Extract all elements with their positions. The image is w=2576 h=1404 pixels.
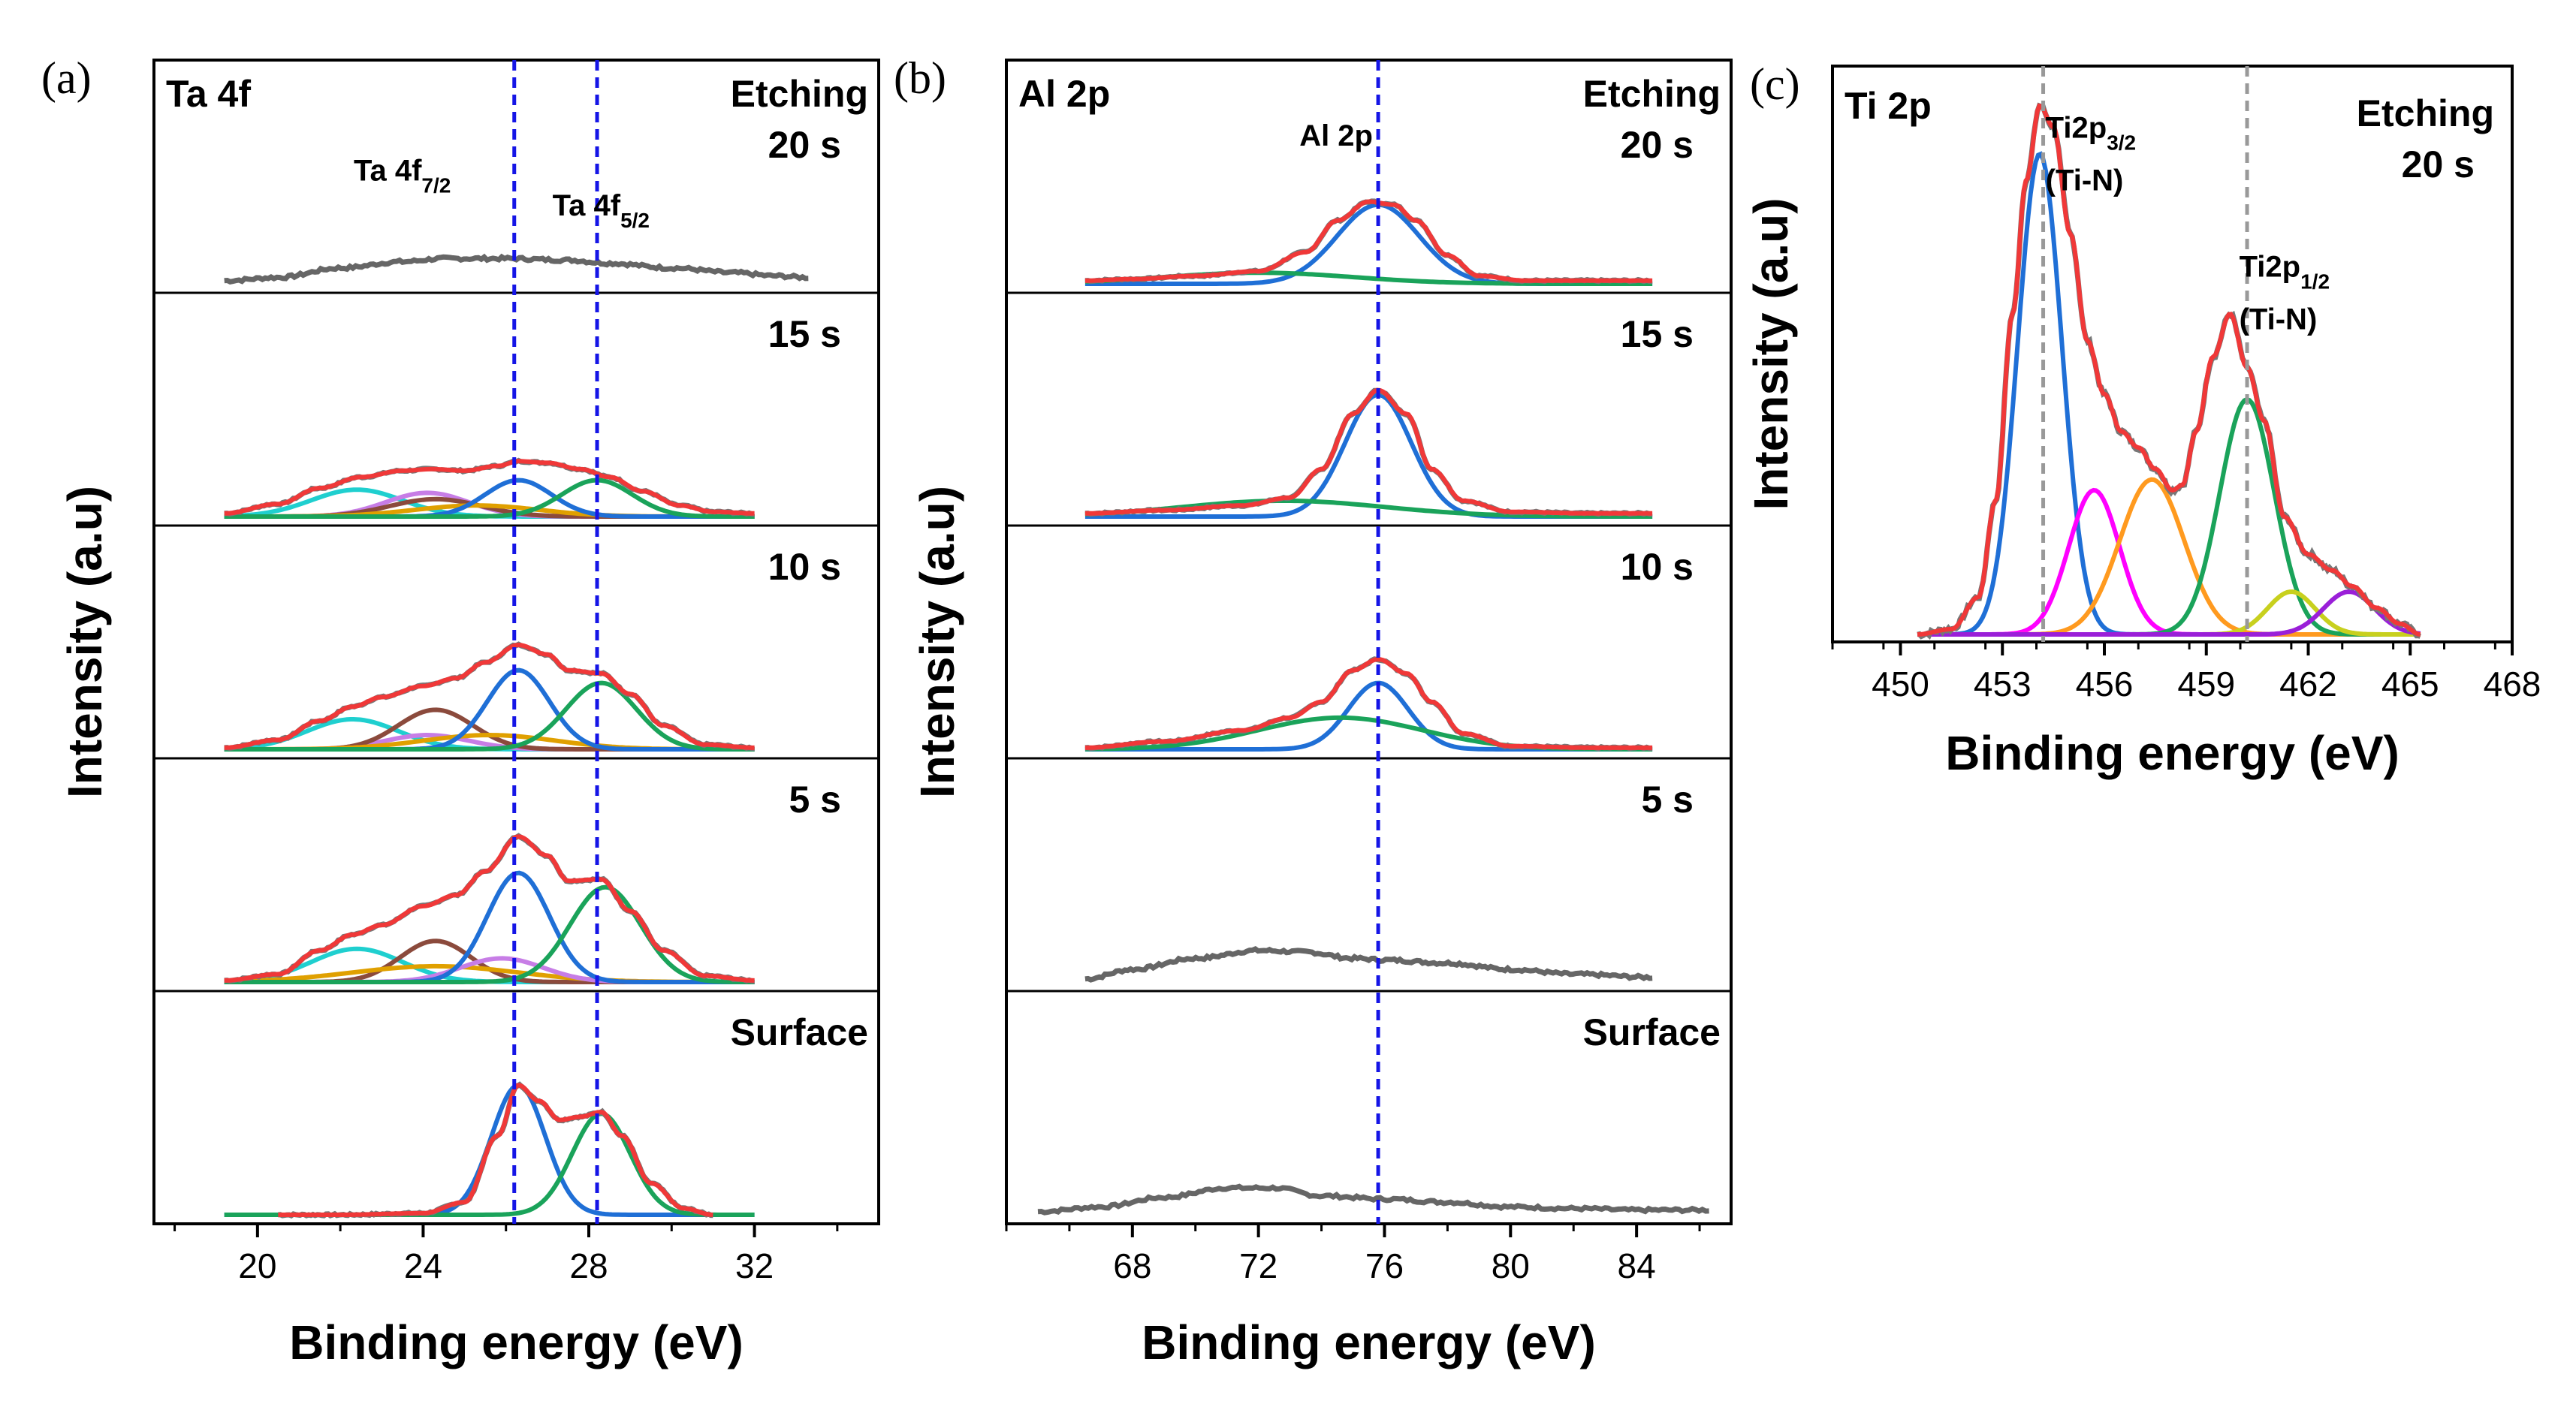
x-tick-label: 450	[1872, 664, 1929, 704]
etching-time-label: 5 s	[789, 779, 841, 821]
fit-peak-1	[224, 1111, 755, 1217]
plot-frame	[152, 59, 880, 1225]
etching-time-label: Surface	[1583, 1011, 1721, 1053]
etching-time-label: 5 s	[1641, 779, 1694, 821]
x-axis-title: Binding energy (eV)	[289, 1315, 744, 1369]
fit-peak-0	[1917, 151, 2421, 637]
fit-peak-4	[1917, 589, 2421, 637]
envelope-fit-line	[224, 459, 755, 516]
raw-data-line	[278, 1081, 713, 1219]
peak-label-1: Ta 4f5/2	[553, 189, 650, 232]
x-tick-label: 20	[238, 1246, 276, 1285]
panel-letter: (a)	[41, 53, 92, 103]
x-tick-label: 68	[1113, 1246, 1151, 1285]
peak-label-1-subscript: 1/2	[2300, 270, 2330, 293]
etching-time-label: 10 s	[1621, 546, 1694, 588]
panel-letter: (c)	[1750, 59, 1800, 109]
raw-data-line	[1084, 946, 1653, 983]
panel-c-ti2p: 450 453 456 459 462 465 468 Binding energy (eV)…	[1744, 59, 2541, 780]
peak-label-0: Ta 4f7/2	[354, 155, 451, 197]
subpanel-0: Etching 20 s	[1084, 73, 1721, 286]
plot-frame	[1831, 65, 2514, 643]
panel-title: Ti 2p	[1845, 85, 1932, 127]
subpanel-2: 10 s	[224, 546, 841, 752]
x-tick-label: 468	[2484, 664, 2541, 704]
raw-data-line	[1917, 102, 2421, 640]
x-tick-label: 453	[1974, 664, 2032, 704]
subpanel-0: Etching 20 s	[224, 73, 868, 285]
y-axis-title: Intensity (a.u)	[1744, 197, 1798, 510]
peak-label-0-subscript: 7/2	[421, 173, 451, 197]
x-tick-label: 456	[2076, 664, 2134, 704]
envelope-fit-line	[1084, 656, 1653, 750]
x-tick-label: 465	[2381, 664, 2439, 704]
plot-frame	[1005, 59, 1733, 1225]
subpanel-3: 5 s	[224, 779, 841, 984]
fit-peak-5	[224, 478, 755, 519]
envelope-fit-line	[224, 642, 755, 750]
fit-peak-0	[1084, 202, 1653, 286]
raw-data-line	[1037, 1183, 1709, 1216]
raw-data-line	[224, 253, 809, 285]
peak-label-assignment-0: (Ti-N)	[2046, 164, 2124, 197]
etching-time-label: 15 s	[768, 313, 841, 355]
etching-label: Etching	[1583, 73, 1721, 115]
peak-label-1: Ti2p1/2	[2240, 250, 2330, 293]
etching-label: Etching	[731, 73, 868, 115]
subpanel-3: 5 s	[1084, 779, 1694, 983]
envelope-fit-line	[278, 1083, 713, 1217]
x-tick-label: 84	[1618, 1246, 1656, 1285]
peak-label-1-subscript: 5/2	[620, 209, 650, 232]
fit-peak-5	[1917, 589, 2421, 637]
etching-time-label: Surface	[731, 1011, 868, 1053]
subpanel-4: Surface	[224, 1011, 868, 1219]
etching-time-label: 10 s	[768, 546, 841, 588]
x-tick-label: 462	[2279, 664, 2337, 704]
subpanel-1: 15 s	[224, 313, 841, 519]
panel-b-al2p: Etching 20 s 15 s 10 s 5 s Surface 68 72 76 80 84 B…	[894, 53, 1733, 1369]
panel-letter: (b)	[894, 53, 946, 103]
subpanel-4: Surface	[1037, 1011, 1721, 1216]
subpanel-1: 15 s	[1084, 313, 1694, 519]
x-tick-label: 24	[404, 1246, 442, 1285]
panel-title: Al 2p	[1018, 73, 1110, 115]
fit-peak-0	[1084, 392, 1653, 519]
peak-label-0: Al 2p	[1299, 119, 1373, 152]
raw-data-line	[1084, 387, 1653, 517]
raw-data-line	[1084, 198, 1653, 285]
envelope-fit-line	[224, 834, 755, 983]
x-tick-label: 32	[735, 1246, 774, 1285]
envelope-fit-line	[1084, 387, 1653, 516]
etching-time-label: 20 s	[768, 124, 841, 166]
panel-title: Ta 4f	[166, 73, 251, 115]
x-axis-title: Binding energy (eV)	[1945, 726, 2400, 780]
etching-label: Etching	[2357, 92, 2494, 134]
x-tick-label: 459	[2177, 664, 2235, 704]
fit-peak-5	[224, 680, 755, 752]
envelope-fit-line	[1917, 103, 2421, 637]
etching-time-label: 20 s	[2402, 143, 2475, 185]
subpanel-2: 10 s	[1084, 546, 1694, 752]
peak-label-0-subscript: 3/2	[2107, 131, 2136, 154]
x-tick-label: 80	[1492, 1246, 1530, 1285]
x-tick-label: 76	[1365, 1246, 1404, 1285]
envelope-fit-line	[1084, 199, 1653, 283]
peak-label-assignment-1: (Ti-N)	[2240, 303, 2318, 336]
etching-time-label: 20 s	[1621, 124, 1694, 166]
raw-data-line	[1084, 656, 1653, 752]
panel-a-ta4f: Etching 20 s 15 s 10 s 5 s Surface 20 24 28 32 Bin…	[41, 53, 880, 1369]
x-axis-title: Binding energy (eV)	[1142, 1315, 1596, 1369]
etching-time-label: 15 s	[1621, 313, 1694, 355]
x-tick-label: 28	[569, 1246, 608, 1285]
x-tick-label: 72	[1239, 1246, 1277, 1285]
y-axis-title: Intensity (a.u)	[910, 486, 964, 798]
fit-peak-5	[224, 884, 755, 984]
y-axis-title: Intensity (a.u)	[58, 486, 112, 798]
